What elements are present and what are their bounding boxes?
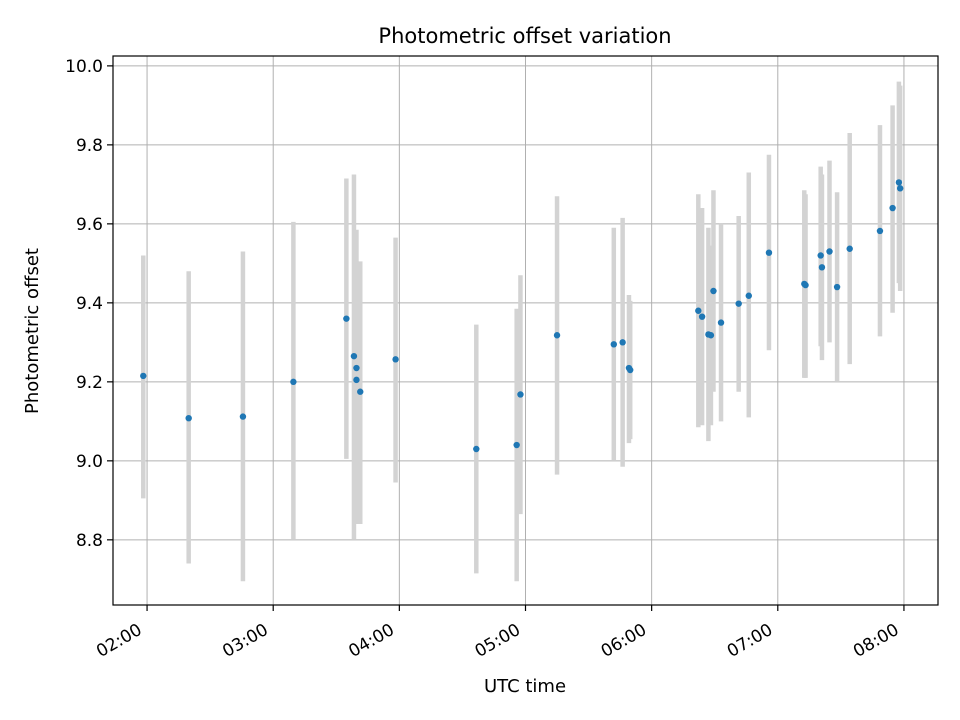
grid — [113, 56, 938, 605]
y-tick-label: 9.8 — [76, 136, 103, 156]
data-point — [473, 445, 480, 453]
data-point — [619, 339, 626, 346]
data-point — [343, 315, 350, 322]
data-point — [876, 227, 884, 235]
data-point — [818, 264, 826, 271]
data-point — [695, 307, 702, 314]
data-point — [826, 248, 833, 255]
data-point — [707, 332, 715, 339]
data-point — [802, 281, 809, 289]
data-point — [698, 313, 706, 320]
x-axis-label: UTC time — [484, 676, 566, 697]
y-tick-label: 10.0 — [65, 57, 103, 77]
y-tick-label: 9.4 — [76, 294, 103, 314]
data-point — [239, 413, 247, 420]
data-point — [817, 252, 824, 259]
data-point — [513, 441, 520, 449]
data-point — [140, 372, 147, 380]
y-tick-label: 9.0 — [76, 452, 103, 472]
data-point — [353, 364, 360, 372]
data-point — [889, 204, 896, 212]
data-point — [896, 185, 904, 192]
data-point — [710, 287, 717, 295]
y-tick-label: 9.6 — [76, 215, 103, 235]
data-point — [735, 300, 742, 307]
data-point — [765, 249, 773, 256]
data-point — [610, 341, 618, 348]
data-point — [353, 376, 360, 384]
data-point — [846, 245, 853, 252]
data-point — [833, 283, 841, 291]
data-point — [627, 366, 634, 374]
data-point — [392, 356, 399, 363]
data-point — [290, 378, 297, 386]
data-point — [517, 391, 524, 398]
data-point — [350, 352, 358, 360]
y-tick-label: 8.8 — [76, 531, 103, 551]
data-point — [717, 319, 725, 326]
data-points — [140, 179, 904, 453]
data-point — [553, 332, 561, 339]
data-point — [745, 292, 752, 299]
data-point — [895, 179, 903, 186]
data-point — [357, 388, 364, 395]
y-tick-label: 9.2 — [76, 373, 103, 393]
y-axis-label: Photometric offset — [22, 248, 43, 414]
chart-title: Photometric offset variation — [378, 24, 671, 48]
data-point — [185, 414, 192, 422]
